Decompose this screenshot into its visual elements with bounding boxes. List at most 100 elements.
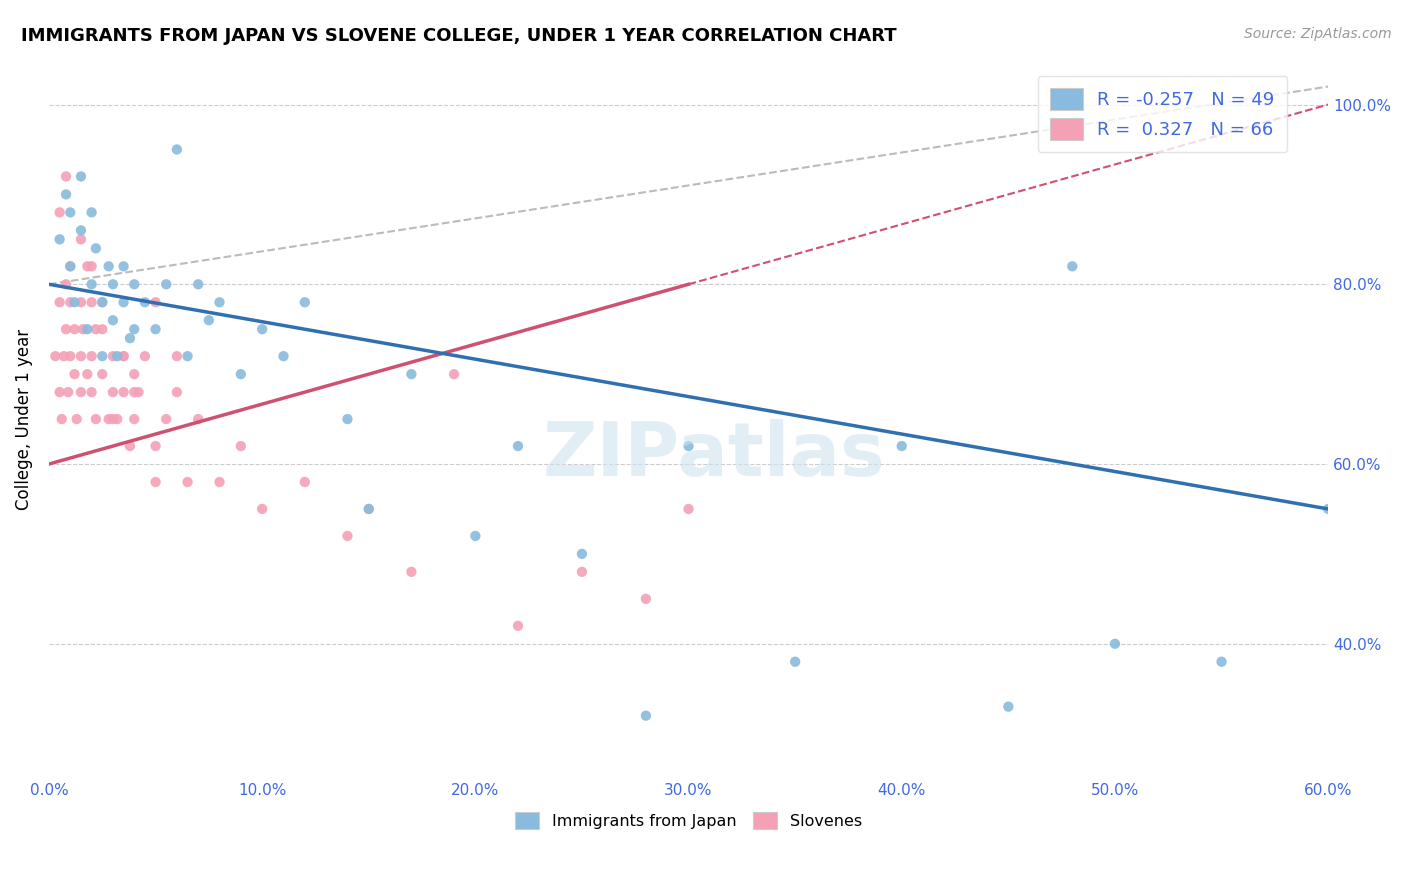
Point (122, 322, 145, 336)
Point (678, 502, 700, 516)
Point (112, 349, 135, 363)
Point (1317, 502, 1340, 516)
Point (70, 385, 93, 400)
Point (166, 349, 188, 363)
Point (112, 385, 135, 400)
Point (122, 412, 145, 426)
Point (294, 295, 316, 310)
Point (1211, 655, 1233, 669)
Point (118, 439, 141, 453)
Point (63, 322, 86, 336)
Point (48, 295, 70, 310)
Point (166, 143, 188, 157)
Point (48, 385, 70, 400)
Point (84, 322, 107, 336)
Point (145, 475, 167, 489)
Point (55, 277, 77, 292)
Point (128, 385, 150, 400)
Point (55, 187, 77, 202)
Point (997, 699, 1019, 714)
Point (134, 295, 156, 310)
Point (84, 412, 107, 426)
Text: Source: ZipAtlas.com: Source: ZipAtlas.com (1244, 27, 1392, 41)
Point (70, 232, 93, 246)
Point (56, 385, 79, 400)
Point (97, 260, 120, 274)
Point (91, 367, 114, 381)
Point (176, 349, 198, 363)
Point (63, 367, 86, 381)
Point (401, 367, 423, 381)
Point (80, 385, 103, 400)
Point (118, 331, 141, 345)
Point (229, 367, 252, 381)
Point (112, 349, 135, 363)
Point (84, 241, 107, 255)
Point (80, 260, 103, 274)
Point (506, 439, 529, 453)
Point (122, 367, 145, 381)
Point (401, 565, 423, 579)
Point (155, 412, 177, 426)
Point (76, 322, 98, 336)
Text: IMMIGRANTS FROM JAPAN VS SLOVENE COLLEGE, UNDER 1 YEAR CORRELATION CHART: IMMIGRANTS FROM JAPAN VS SLOVENE COLLEGE… (21, 27, 897, 45)
Point (198, 313, 221, 327)
Point (112, 260, 135, 274)
Point (63, 295, 86, 310)
Point (176, 475, 198, 489)
Point (634, 708, 657, 723)
Point (229, 439, 252, 453)
Point (70, 349, 93, 363)
Point (80, 349, 103, 363)
Point (122, 277, 145, 292)
Point (357, 502, 380, 516)
Point (59, 260, 82, 274)
Point (70, 223, 93, 237)
Point (105, 349, 128, 363)
Point (44, 349, 66, 363)
Point (48, 232, 70, 246)
Point (443, 367, 465, 381)
Point (145, 322, 167, 336)
Point (97, 412, 120, 426)
Point (336, 412, 359, 426)
Point (70, 169, 93, 184)
Point (357, 502, 380, 516)
Point (91, 295, 114, 310)
Point (634, 591, 657, 606)
Point (134, 349, 156, 363)
Point (155, 277, 177, 292)
Point (294, 475, 316, 489)
Point (66, 412, 89, 426)
Legend: Immigrants from Japan, Slovenes: Immigrants from Japan, Slovenes (509, 806, 868, 835)
Point (187, 412, 209, 426)
Point (80, 205, 103, 219)
Text: ZIPatlas: ZIPatlas (543, 418, 886, 491)
Point (59, 349, 82, 363)
Point (187, 277, 209, 292)
Point (72, 322, 94, 336)
Point (464, 529, 486, 543)
Point (59, 295, 82, 310)
Point (48, 205, 70, 219)
Point (59, 205, 82, 219)
Point (506, 619, 529, 633)
Point (166, 385, 188, 400)
Y-axis label: College, Under 1 year: College, Under 1 year (15, 328, 32, 509)
Point (101, 277, 124, 292)
Point (59, 260, 82, 274)
Point (250, 502, 273, 516)
Point (76, 260, 98, 274)
Point (101, 349, 124, 363)
Point (208, 475, 231, 489)
Point (51, 412, 73, 426)
Point (571, 547, 593, 561)
Point (91, 295, 114, 310)
Point (101, 412, 124, 426)
Point (1062, 260, 1084, 274)
Point (105, 412, 128, 426)
Point (250, 322, 273, 336)
Point (55, 322, 77, 336)
Point (101, 385, 124, 400)
Point (122, 385, 145, 400)
